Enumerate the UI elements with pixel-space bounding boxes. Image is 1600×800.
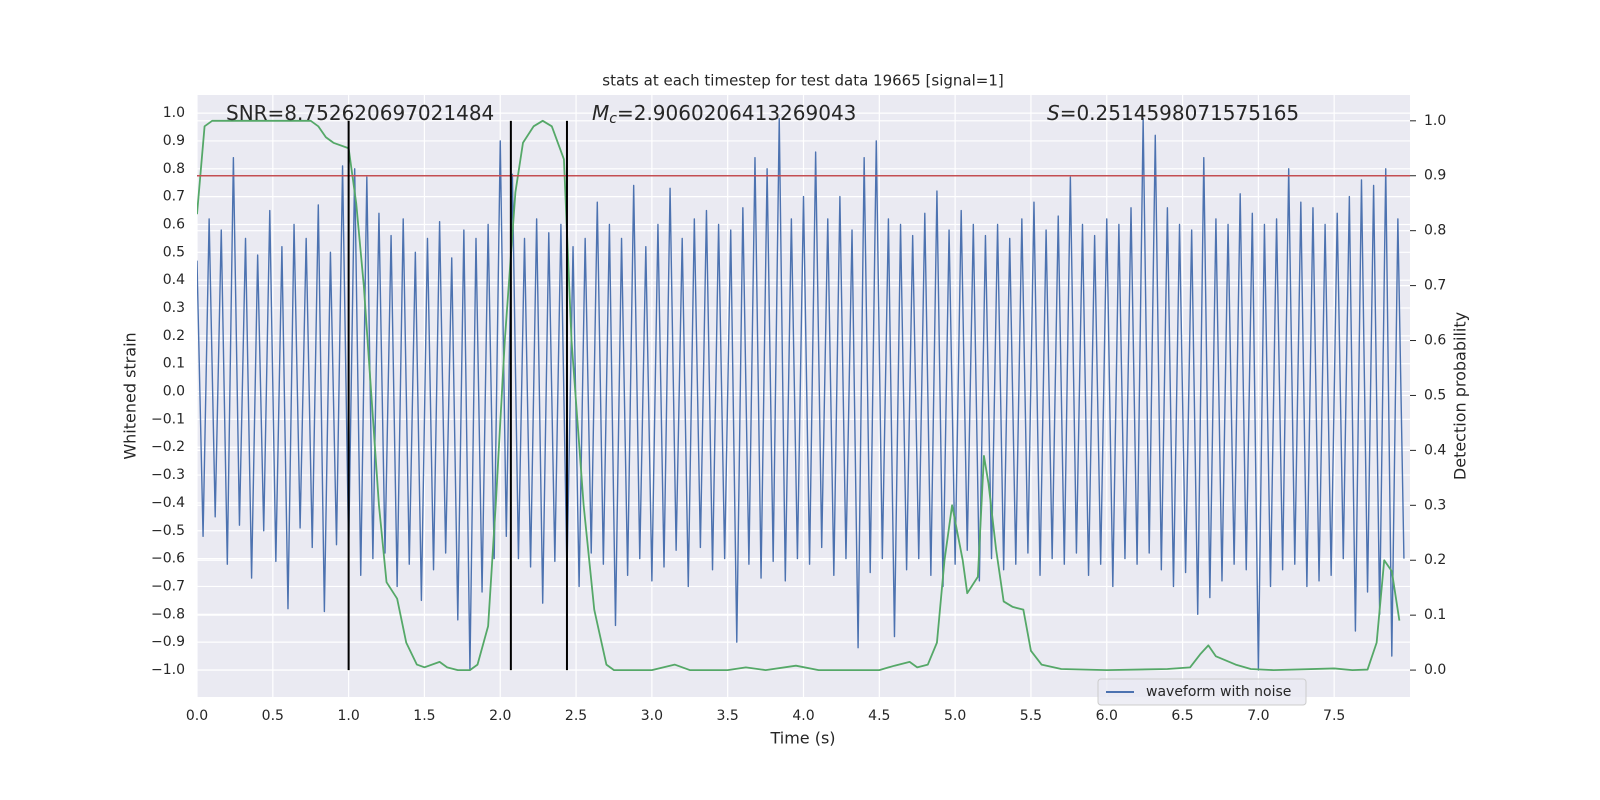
y-tick-label: −0.7: [151, 578, 185, 594]
x-tick-label: 4.5: [868, 708, 890, 724]
annotation-symbol: S: [1047, 101, 1060, 125]
y-tick-label: 0.1: [163, 356, 185, 372]
x-tick-label: 5.5: [1020, 708, 1042, 724]
y-tick-label: 0.3: [163, 300, 185, 316]
y2-tick-label: 0.0: [1424, 662, 1446, 678]
x-tick-label: 2.0: [489, 708, 511, 724]
y-tick-label: −0.6: [151, 551, 185, 567]
x-tick-label: 5.0: [944, 708, 966, 724]
y-tick-label: 0.4: [163, 272, 185, 288]
y-tick-label: 0.0: [163, 384, 185, 400]
x-axis-label: Time (s): [769, 729, 835, 748]
annotation-text: SNR=8.752620697021484: [226, 101, 494, 125]
y2-tick-label: 0.9: [1424, 168, 1446, 184]
y-tick-label: −1.0: [151, 662, 185, 678]
x-tick-label: 7.5: [1323, 708, 1345, 724]
legend-label: waveform with noise: [1146, 684, 1291, 700]
x-tick-label: 1.5: [413, 708, 435, 724]
annotation-symbol: M: [592, 101, 609, 125]
y2-tick-label: 0.4: [1424, 442, 1446, 458]
y-tick-label: 0.2: [163, 328, 185, 344]
y-tick-label: −0.2: [151, 439, 185, 455]
y-tick-label: 0.7: [163, 189, 185, 205]
x-tick-label: 6.5: [1171, 708, 1193, 724]
series-line: [197, 119, 1401, 671]
legend-box: [1097, 678, 1307, 706]
x-tick-label: 3.5: [717, 708, 739, 724]
y-tick-label: −0.3: [151, 467, 185, 483]
x-tick-label: 6.0: [1096, 708, 1118, 724]
y-axis-label: Whitened strain: [121, 332, 140, 459]
y-tick-label: −0.5: [151, 523, 185, 539]
x-tick-label: 1.0: [337, 708, 359, 724]
y-tick-label: −0.4: [151, 495, 185, 511]
y2-tick-label: 0.1: [1424, 607, 1446, 623]
x-tick-label: 3.0: [641, 708, 663, 724]
y2-tick-label: 0.5: [1424, 387, 1446, 403]
y2-tick-label: 0.7: [1424, 278, 1446, 294]
y-tick-label: 0.5: [163, 244, 185, 260]
y-tick-label: −0.1: [151, 411, 185, 427]
chart-title: stats at each timestep for test data 196…: [602, 72, 1003, 90]
x-tick-label: 0.5: [262, 708, 284, 724]
x-tick-label: 0.0: [186, 708, 208, 724]
series-line: [197, 117, 1405, 671]
y2-tick-label: 1.0: [1424, 113, 1446, 129]
annotation-subscript: c: [609, 111, 617, 127]
y-tick-label: 0.9: [163, 133, 185, 149]
y2-tick-label: 0.2: [1424, 552, 1446, 568]
y2-axis-label: Detection probability: [1451, 312, 1470, 480]
y2-tick-label: 0.8: [1424, 223, 1446, 239]
x-tick-label: 2.5: [565, 708, 587, 724]
annotation-text: =0.2514598071575165: [1060, 101, 1299, 125]
x-tick-label: 7.0: [1247, 708, 1269, 724]
y2-tick-label: 0.6: [1424, 333, 1446, 349]
annotation: S=0.2514598071575165: [1047, 101, 1299, 125]
y-tick-label: 0.6: [163, 216, 185, 232]
annotation-text: =2.9060206413269043: [617, 101, 856, 125]
y2-tick-label: 0.3: [1424, 497, 1446, 513]
annotation: SNR=8.752620697021484: [226, 101, 494, 125]
y-tick-label: −0.9: [151, 634, 185, 650]
x-tick-label: 4.0: [792, 708, 814, 724]
y-tick-label: 1.0: [163, 105, 185, 121]
annotation: Mc=2.9060206413269043: [592, 101, 856, 128]
y-tick-label: −0.8: [151, 606, 185, 622]
y-tick-label: 0.8: [163, 161, 185, 177]
